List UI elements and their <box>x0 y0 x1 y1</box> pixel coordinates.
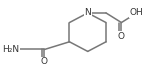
Text: N: N <box>84 8 91 17</box>
Text: H₂N: H₂N <box>2 45 19 54</box>
Text: OH: OH <box>130 8 144 17</box>
Text: O: O <box>41 58 48 67</box>
Text: O: O <box>118 32 125 41</box>
